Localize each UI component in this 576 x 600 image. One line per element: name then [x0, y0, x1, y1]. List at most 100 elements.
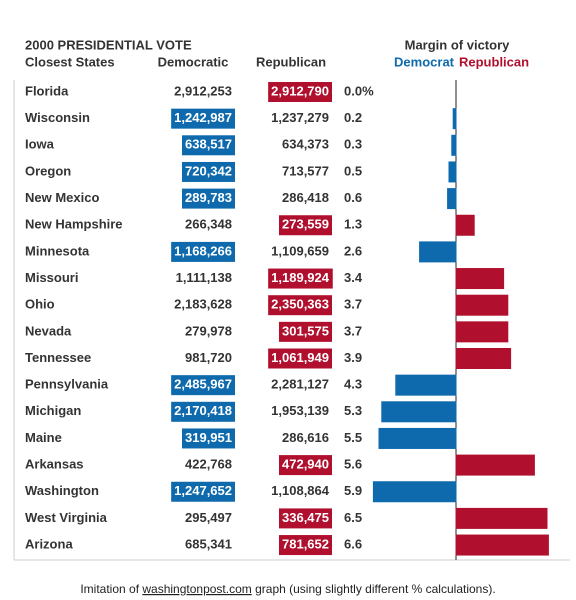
winner-box: [182, 161, 235, 182]
margin-label: 0.2: [344, 110, 362, 125]
state-label: Oregon: [25, 163, 71, 178]
margin-bar: [455, 348, 512, 369]
state-label: Tennessee: [25, 350, 91, 365]
winner-box: [268, 82, 332, 102]
chart-subtitle: Closest States: [25, 54, 115, 69]
state-label: Nevada: [25, 323, 72, 338]
vote-label: 981,720: [185, 350, 232, 365]
winner-box: [279, 321, 332, 342]
vote-label: 2,183,628: [174, 297, 232, 312]
vote-label: 2,170,418: [174, 403, 232, 418]
margin-label: 0.3: [344, 137, 362, 152]
vote-label: 1,061,949: [271, 350, 329, 365]
vote-label: 2,281,127: [271, 377, 329, 392]
state-label: Maine: [25, 430, 62, 445]
vote-label: 266,348: [185, 217, 232, 232]
winner-box: [268, 268, 333, 289]
winner-box: [171, 241, 235, 262]
winner-box: [171, 401, 235, 422]
state-label: Pennsylvania: [25, 377, 109, 392]
vote-label: 1,242,987: [174, 110, 232, 125]
vote-label: 720,342: [185, 163, 232, 178]
vote-label: 1,108,864: [271, 483, 330, 498]
vote-label: 2,912,790: [271, 83, 329, 98]
winner-box: [171, 375, 235, 396]
margin-bar: [455, 534, 549, 556]
winner-box: [182, 135, 235, 156]
vote-label: 279,978: [185, 323, 232, 338]
vote-label: 295,497: [185, 510, 232, 525]
footer-text: Imitation of: [80, 582, 142, 596]
margin-bar: [452, 108, 457, 130]
vote-label: 286,418: [282, 190, 329, 205]
vote-label: 1,111,138: [176, 270, 232, 285]
state-label: Iowa: [25, 137, 55, 152]
vote-label: 1,168,266: [174, 243, 232, 258]
vote-label: 422,768: [185, 457, 232, 472]
margin-label: 4.3: [344, 377, 362, 392]
state-label: Minnesota: [25, 243, 90, 258]
margin-label: 0.6: [344, 190, 362, 205]
vote-label: 2,350,363: [271, 297, 329, 312]
state-label: Arizona: [25, 536, 73, 551]
margin-label: 5.3: [344, 403, 362, 418]
footer-link[interactable]: washingtonpost.com: [141, 582, 251, 596]
margin-label: 3.4: [344, 270, 363, 285]
state-label: Ohio: [25, 297, 55, 312]
winner-box: [279, 455, 332, 476]
state-label: Wisconsin: [25, 110, 90, 125]
legend-entry: Democrat: [394, 54, 455, 69]
margin-bar: [381, 401, 457, 423]
margin-bar: [455, 321, 509, 343]
winner-box: [279, 535, 332, 556]
column-header: Democratic: [158, 54, 229, 69]
footer: Imitation of washingtonpost.com graph (u…: [80, 582, 495, 596]
winner-box: [171, 108, 235, 129]
state-label: New Hampshire: [25, 217, 123, 232]
winner-box: [268, 348, 332, 369]
state-label: New Mexico: [25, 190, 99, 205]
margin-label: 5.5: [344, 430, 362, 445]
margin-bar: [455, 507, 548, 529]
margin-bar: [455, 214, 475, 236]
vote-label: 638,517: [185, 137, 232, 152]
margin-label: 3.7: [344, 297, 362, 312]
margin-label: 3.9: [344, 350, 362, 365]
vote-label: 1,237,279: [271, 110, 329, 125]
state-label: Washington: [25, 483, 99, 498]
vote-label: 713,577: [282, 163, 329, 178]
margin-bar: [447, 188, 457, 210]
margin-label: 1.3: [344, 217, 362, 232]
margin-title: Margin of victory: [405, 37, 511, 52]
margin-label: 6.5: [344, 510, 362, 525]
vote-label: 1,247,652: [174, 483, 232, 498]
vote-label: 289,783: [185, 190, 232, 205]
vote-label: 685,341: [185, 536, 232, 551]
column-header: Republican: [256, 54, 326, 69]
margin-bar: [419, 241, 457, 263]
footer-text: graph (using slightly different % calcul…: [252, 582, 496, 596]
margin-label: 5.6: [344, 457, 362, 472]
margin-label: 0.0%: [344, 83, 374, 98]
winner-box: [171, 481, 235, 502]
vote-label: 2,912,253: [174, 83, 232, 98]
state-label: Missouri: [25, 270, 78, 285]
vote-label: 634,373: [282, 137, 329, 152]
vote-label: 1,109,659: [271, 243, 329, 258]
winner-box: [182, 428, 235, 449]
margin-label: 5.9: [344, 483, 362, 498]
state-label: Michigan: [25, 403, 81, 418]
margin-label: 2.6: [344, 243, 362, 258]
margin-bar: [372, 481, 457, 503]
margin-label: 3.7: [344, 323, 362, 338]
vote-label: 1,953,139: [271, 403, 329, 418]
margin-label: 0.5: [344, 163, 362, 178]
vote-label: 2,485,967: [174, 377, 232, 392]
legend-entry: Republican: [459, 54, 529, 69]
state-label: Arkansas: [25, 457, 84, 472]
margin-bar: [455, 454, 535, 476]
winner-box: [279, 508, 332, 529]
margin-bar: [455, 294, 509, 316]
margin-bar: [448, 161, 457, 183]
